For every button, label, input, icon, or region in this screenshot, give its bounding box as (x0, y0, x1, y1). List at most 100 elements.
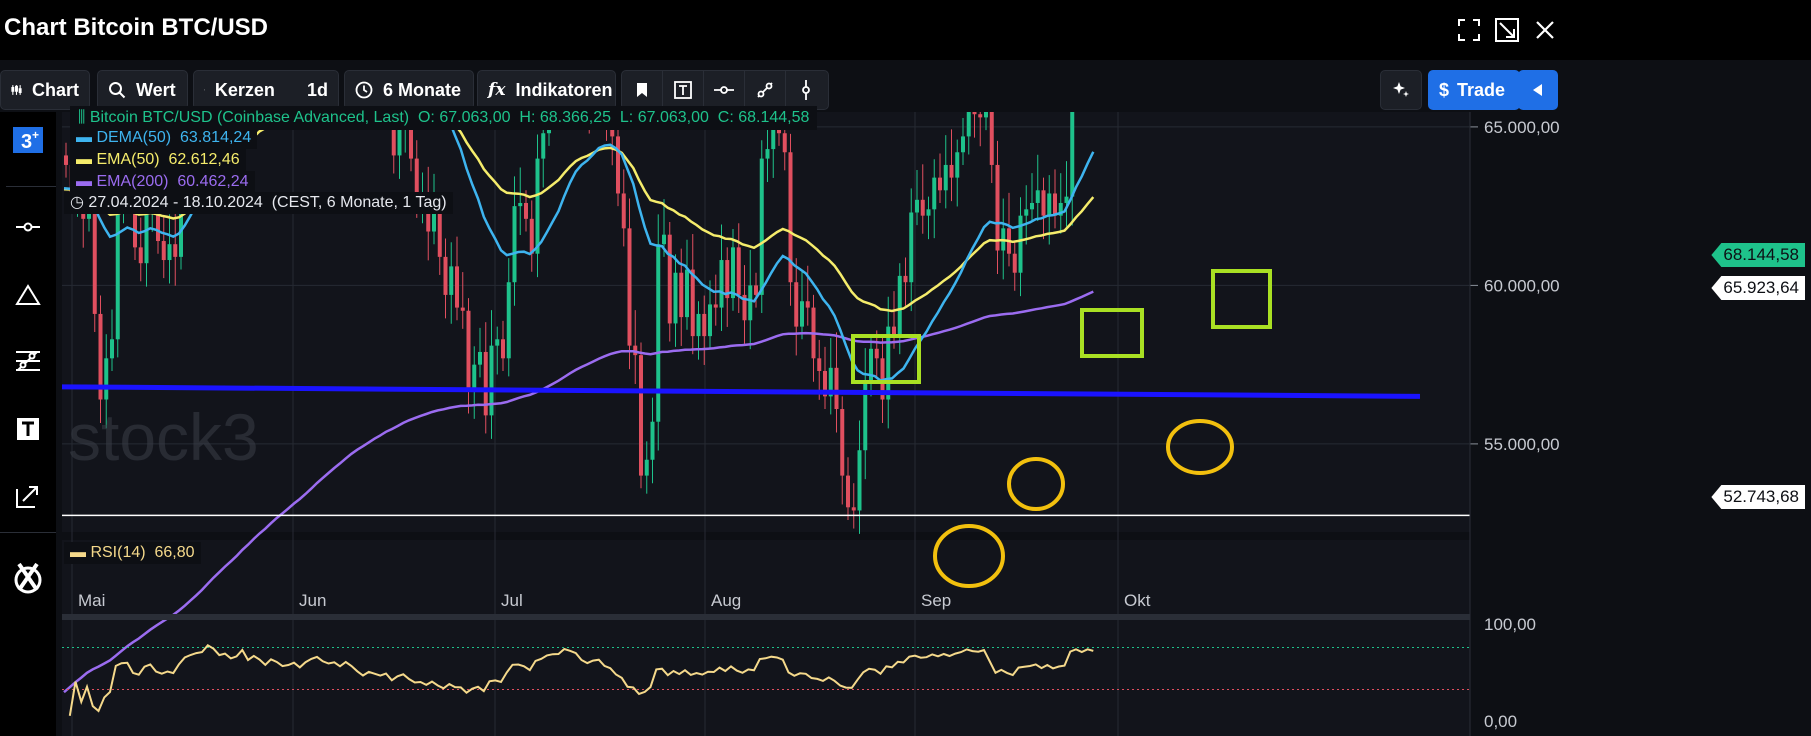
indicators-button[interactable]: fx Indikatoren (477, 70, 616, 110)
highlight-circle (1166, 419, 1234, 475)
candle-body (926, 209, 931, 216)
dema-value: 63.814,24 (180, 129, 252, 146)
trade-button[interactable]: $ Trade (1428, 70, 1520, 110)
close-icon[interactable] (1530, 16, 1560, 44)
chart-area[interactable]: stock3 75.000,0070.000,0065.000,0060.000… (0, 106, 1811, 736)
candle-body (708, 304, 712, 337)
candle-body (828, 367, 833, 397)
candle-body (823, 370, 827, 397)
trendline-icon[interactable] (745, 80, 785, 100)
trade-label: Trade (1457, 79, 1506, 100)
candle-body (685, 269, 689, 318)
chart-type-group[interactable]: Kerzen 1d (193, 70, 339, 110)
candle-body (1035, 190, 1040, 203)
vertical-line-icon[interactable] (786, 79, 826, 101)
candle-body (144, 202, 149, 264)
text-tool-icon[interactable] (663, 81, 703, 99)
bookmark-icon[interactable] (622, 82, 662, 98)
candles-label[interactable]: Kerzen (214, 79, 275, 100)
drawing-tools-group (621, 70, 829, 110)
candle-body (656, 244, 661, 422)
candle-body (719, 260, 724, 308)
candle-chart-icon (11, 85, 22, 95)
highlight-circle (933, 524, 1005, 588)
value-search-button[interactable]: Wert (97, 70, 188, 110)
candle-body (639, 355, 643, 476)
x-tick-label: Jul (501, 591, 523, 610)
rsi-legend[interactable]: ▬ RSI(14) 66,80 (64, 542, 201, 564)
candle-legend-icon: ⫼ (78, 109, 86, 126)
ema200-value: 60.462,24 (177, 173, 249, 190)
price-chart[interactable]: stock3 75.000,0070.000,0065.000,0060.000… (0, 112, 1811, 736)
candle-body (1030, 202, 1034, 210)
candle-body (1064, 196, 1069, 203)
period-range: 27.04.2024 - 18.10.2024 (88, 194, 263, 211)
highlight-circle (1007, 457, 1065, 511)
fullscreen-icon[interactable] (1454, 16, 1484, 44)
popout-icon[interactable] (1492, 16, 1522, 44)
fibonacci-icon[interactable] (6, 339, 50, 383)
highlight-box (1211, 269, 1272, 329)
collapse-panel-button[interactable] (1518, 70, 1558, 110)
dema-legend[interactable]: ▬ DEMA(50) 63.814,24 (70, 127, 258, 149)
candle-body (949, 164, 954, 178)
candle-body (702, 313, 707, 337)
candle-body (1047, 193, 1052, 216)
candle-body (800, 301, 804, 327)
candle-body (725, 260, 730, 299)
ema200-legend[interactable]: ▬ EMA(200) 60.462,24 (70, 171, 255, 193)
candle-body (483, 351, 488, 416)
candle-body (920, 199, 925, 216)
candle-body (886, 326, 891, 400)
y-tick-label: 65.000,00 (1484, 118, 1560, 137)
pane-divider (62, 614, 1470, 620)
candle-body (1041, 190, 1046, 216)
candle-body (437, 209, 442, 257)
candle-body (409, 112, 413, 159)
rsi-swatch-icon: ▬ (70, 544, 86, 561)
interval-label[interactable]: 1d (306, 79, 328, 100)
rsi-tick-label: 0,00 (1484, 712, 1517, 731)
candle-body (978, 114, 983, 118)
crosshair-line-icon[interactable] (6, 205, 50, 249)
candle-body (915, 199, 919, 213)
candle-body (736, 247, 741, 295)
high-value: H: 68.366,25 (519, 109, 612, 126)
candle-body (1058, 202, 1063, 216)
ai-sparkle-button[interactable] (1380, 70, 1422, 110)
candle-body (104, 358, 109, 400)
candle-body (673, 272, 678, 324)
chart-button[interactable]: Chart (0, 70, 90, 110)
chart-layout-icon[interactable]: 3 + (6, 118, 50, 162)
fx-icon: fx (488, 80, 506, 100)
close-value: C: 68.144,58 (717, 109, 810, 126)
watermark-text: stock3 (68, 400, 259, 474)
x-tick-label: Mai (78, 591, 105, 610)
candle-body (535, 158, 540, 254)
rsi-value: 66,80 (154, 544, 195, 561)
candle-body (495, 339, 500, 346)
candle-body (110, 339, 114, 359)
toolbar-divider (6, 186, 56, 187)
text-annotation-icon[interactable] (6, 407, 50, 451)
candle-body (782, 133, 787, 153)
candle-body (834, 367, 839, 410)
candle-body (943, 164, 948, 191)
ema50-legend[interactable]: ▬ EMA(50) 62.612,46 (70, 149, 246, 171)
candle-body (777, 126, 781, 134)
horizontal-line-icon[interactable] (704, 84, 744, 96)
chart-toolbar: Chart Wert Kerzen 1d 6 Monate fx Indikat… (0, 66, 1811, 112)
candle-body (874, 348, 879, 359)
edit-arrow-icon[interactable] (6, 475, 50, 519)
triangle-shape-icon[interactable] (6, 273, 50, 317)
highlight-box (1080, 308, 1144, 358)
lower-level-badge: 52.743,68 (1711, 485, 1805, 509)
candle-body (748, 285, 753, 321)
candle-body (909, 212, 914, 283)
range-button[interactable]: 6 Monate (344, 70, 474, 110)
candle-body (961, 136, 965, 153)
tools-icon[interactable] (6, 555, 50, 599)
toolbar-divider (662, 70, 663, 110)
candle-body (662, 234, 666, 245)
open-value: O: 67.063,00 (417, 109, 511, 126)
